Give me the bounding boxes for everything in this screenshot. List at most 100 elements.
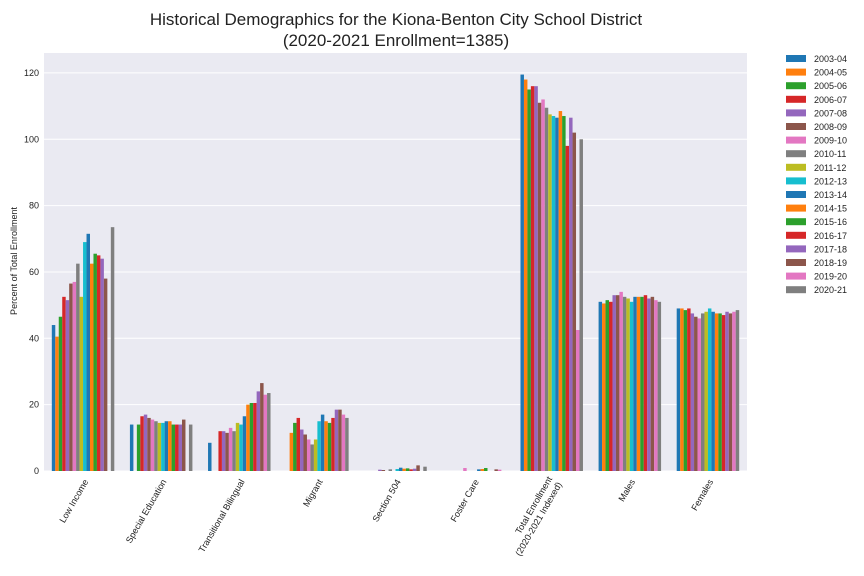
bar [612,295,616,471]
bar [683,310,688,471]
bar [263,394,268,471]
x-tick-label-line: Low Income [57,478,90,525]
bar [62,296,66,471]
bar [253,402,257,471]
bar [629,301,634,471]
bar [256,391,261,471]
bar [338,409,342,471]
x-tick-label: Foster Care [449,478,481,524]
bar [69,283,73,471]
legend-swatch [786,231,806,239]
legend-label: 2012-13 [814,176,847,186]
x-tick-label-line: Females [689,477,715,512]
bar [650,296,655,471]
legend-swatch [786,136,806,144]
bar [520,74,524,472]
bar [711,311,715,471]
bar [402,468,406,471]
legend-label: 2020-21 [814,285,847,295]
legend-swatch [786,55,806,62]
bar [310,444,314,471]
bar [725,311,729,471]
legend-swatch [786,95,806,103]
legend-swatch [786,245,806,253]
bar [313,439,318,471]
bar [562,116,566,472]
x-tick-label: Males [616,477,637,503]
legend-swatch [786,286,806,294]
bar [93,253,97,471]
y-tick-label: 80 [29,201,39,211]
bar [378,469,382,471]
bar [303,434,307,471]
legend-label: 2010-11 [814,149,846,159]
bar [249,402,254,471]
bar [530,86,535,471]
legend-label: 2015-16 [814,217,847,227]
legend-swatch [786,68,806,76]
legend-label: 2009-10 [814,136,847,146]
bar [569,117,573,471]
bar [605,300,610,471]
legend-swatch [786,272,806,280]
bar [657,301,662,471]
bar [235,422,240,471]
legend-label: 2007-08 [814,108,847,118]
legend-label: 2005-06 [814,81,847,91]
bar [537,102,542,471]
bar [331,417,335,471]
bar [175,424,179,471]
bar [704,311,708,471]
bar [388,469,393,471]
bar [381,470,386,471]
bar [609,301,613,471]
bar [136,424,141,471]
legend-label: 2018-19 [814,258,847,268]
bar [714,313,719,471]
bar [324,421,328,471]
legend-label: 2003-04 [814,54,847,64]
bar [622,296,627,471]
legend-swatch [786,177,806,185]
bar [534,86,538,471]
bar [626,298,630,471]
bar [327,422,332,471]
legend-swatch [786,109,806,117]
legend-swatch [786,150,806,158]
bar [551,116,556,472]
bar [72,281,77,471]
y-tick-label: 20 [29,400,39,410]
bar [100,258,104,471]
y-axis-label: Percent of Total Enrollment [9,207,19,315]
bar [484,468,488,471]
bar [208,442,212,471]
bar [555,117,559,471]
bar [293,422,297,471]
bar [110,227,115,471]
bar [480,469,485,471]
bar [143,414,148,471]
bar [598,301,603,471]
bar [65,300,70,471]
bar [409,469,413,471]
bar [296,417,301,471]
bar [701,313,705,471]
x-tick-label: Low Income [57,478,90,525]
legend: 2003-04 2004-05 2005-06 2006-07 2007-08 2008-… [786,54,847,295]
legend-label: 2019-20 [814,272,847,282]
x-tick-label: Total Enrollment(2020-2021 Indexed) [513,474,563,557]
bar [178,424,182,471]
x-tick-label: Migrant [301,477,325,508]
legend-label: 2004-05 [814,68,847,78]
y-tick-label: 100 [24,134,39,144]
bar [58,316,63,471]
bar [334,409,339,471]
bar [654,300,658,471]
bar [267,393,271,471]
bar [680,308,684,471]
bar [423,466,427,471]
legend-swatch [786,204,806,212]
chart-title: Historical Demographics for the Kiona-Be… [150,10,643,29]
bar [96,255,101,471]
